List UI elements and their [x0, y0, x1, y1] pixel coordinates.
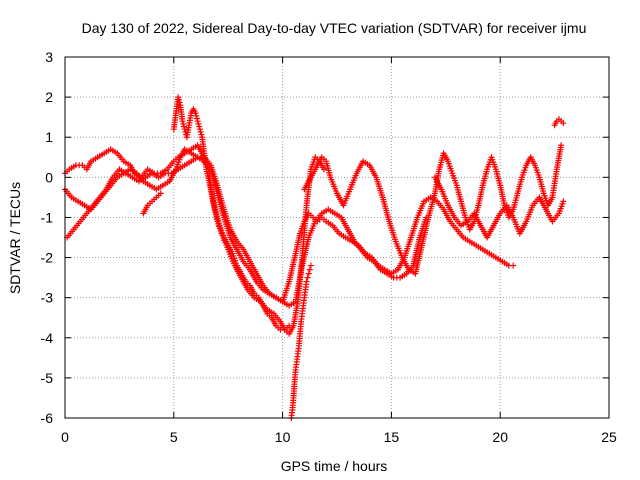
data-point: [175, 96, 182, 103]
data-point: [196, 126, 203, 133]
data-point: [180, 120, 187, 127]
series-track-h: [551, 116, 567, 129]
data-point: [181, 126, 188, 133]
y-tick-label: 0: [45, 169, 53, 185]
y-tick-label: -1: [41, 209, 54, 225]
y-tick-label: -3: [41, 290, 54, 306]
data-point: [195, 120, 202, 127]
x-tick-label: 15: [384, 429, 400, 445]
data-series: [62, 94, 567, 421]
data-point: [560, 198, 567, 205]
plot-frame: [64, 56, 610, 419]
x-tick-label: 0: [61, 429, 69, 445]
y-tick-label: 1: [45, 129, 53, 145]
data-point: [194, 115, 201, 122]
data-point: [307, 262, 314, 269]
y-tick-label: -6: [41, 410, 54, 426]
series-track-d: [170, 94, 293, 333]
data-point: [197, 128, 204, 135]
chart-title: Day 130 of 2022, Sidereal Day-to-day VTE…: [82, 20, 587, 36]
y-tick-label: -5: [41, 370, 54, 386]
y-tick-label: -4: [41, 330, 54, 346]
y-axis-label: SDTVAR / TECUs: [7, 182, 23, 294]
data-point: [320, 166, 327, 173]
y-tick-label: 2: [45, 89, 53, 105]
data-point: [286, 322, 293, 329]
axis-ticks: 0 5 10 15 20 25 -6 -5 -4 -3 -2 -1 0 1 2 3: [41, 49, 617, 445]
data-point: [196, 123, 203, 130]
data-point: [558, 142, 565, 149]
data-point: [510, 262, 517, 269]
x-tick-label: 25: [601, 429, 617, 445]
data-point: [304, 274, 311, 281]
series-track-i: [140, 190, 164, 217]
x-tick-label: 5: [170, 429, 178, 445]
data-point: [157, 190, 164, 197]
data-point: [180, 123, 187, 130]
data-point: [303, 278, 310, 285]
data-point: [560, 120, 567, 127]
series-track-f: [301, 142, 565, 277]
data-point: [306, 266, 313, 273]
x-tick-label: 20: [492, 429, 508, 445]
data-point: [176, 99, 183, 106]
y-tick-label: 3: [45, 49, 53, 65]
data-point: [192, 110, 199, 117]
grid: [65, 57, 609, 418]
data-point: [305, 270, 312, 277]
series-track-c: [64, 154, 517, 305]
data-point: [179, 118, 186, 125]
y-tick-label: -2: [41, 250, 54, 266]
data-point: [175, 94, 182, 101]
series-track-g: [431, 174, 567, 241]
data-point: [198, 131, 205, 138]
x-tick-label: 10: [275, 429, 291, 445]
x-axis-label: GPS time / hours: [281, 458, 388, 474]
data-point: [193, 112, 200, 119]
data-point: [194, 118, 201, 125]
